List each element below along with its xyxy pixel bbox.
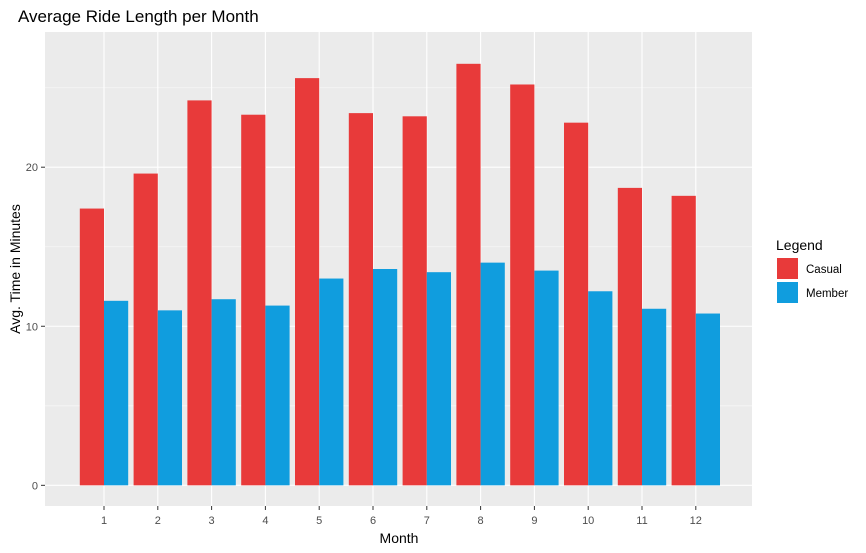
bar-casual-12 [671, 195, 696, 486]
bar-casual-2 [133, 173, 158, 486]
x-tick-label: 11 [636, 515, 647, 527]
x-tick-label: 8 [478, 515, 484, 527]
bar-member-5 [319, 278, 344, 486]
bar-casual-7 [402, 116, 427, 486]
bar-member-10 [588, 291, 613, 486]
bar-member-7 [426, 272, 451, 486]
bar-member-8 [480, 262, 505, 486]
legend-label-casual: Casual [806, 264, 842, 276]
x-tick-label: 6 [370, 515, 376, 527]
legend: Legend Casual Member [776, 237, 848, 303]
bar-casual-8 [456, 63, 481, 486]
x-tick-label: 4 [262, 515, 268, 527]
bar-casual-9 [510, 84, 535, 486]
y-axis-title: Avg. Time in Minutes [7, 204, 23, 334]
bar-member-1 [104, 300, 129, 486]
y-axis: 0 10 20 [26, 162, 45, 492]
bar-casual-3 [187, 100, 212, 486]
bar-casual-6 [348, 113, 373, 486]
x-tick-label: 1 [101, 515, 107, 527]
x-tick-label: 5 [316, 515, 322, 527]
x-tick-label: 12 [690, 515, 702, 527]
x-axis-title: Month [380, 530, 419, 546]
legend-label-member: Member [806, 288, 848, 300]
bar-member-3 [211, 299, 236, 486]
legend-swatch-casual [777, 258, 798, 279]
bar-member-6 [373, 269, 398, 486]
bars [79, 63, 720, 486]
x-tick-label: 10 [582, 515, 594, 527]
bar-member-11 [642, 308, 667, 486]
chart-title: Average Ride Length per Month [18, 7, 259, 26]
y-tick-label: 0 [32, 480, 38, 492]
y-tick-label: 10 [26, 321, 38, 333]
bar-member-12 [695, 313, 720, 486]
bar-casual-4 [241, 114, 266, 486]
legend-swatch-member [777, 282, 798, 303]
x-tick-label: 7 [424, 515, 430, 527]
y-tick-label: 20 [26, 162, 38, 174]
x-tick-label: 9 [531, 515, 537, 527]
bar-casual-10 [564, 122, 589, 486]
bar-member-9 [534, 270, 559, 486]
bar-member-2 [157, 310, 182, 486]
x-tick-label: 2 [155, 515, 161, 527]
x-tick-label: 3 [209, 515, 215, 527]
bar-member-4 [265, 305, 290, 486]
bar-casual-11 [617, 187, 642, 486]
bar-casual-5 [295, 78, 320, 486]
x-axis: 1 2 3 4 5 6 7 8 9 10 11 12 [101, 506, 702, 527]
bar-casual-1 [79, 208, 104, 486]
legend-title: Legend [776, 237, 823, 253]
